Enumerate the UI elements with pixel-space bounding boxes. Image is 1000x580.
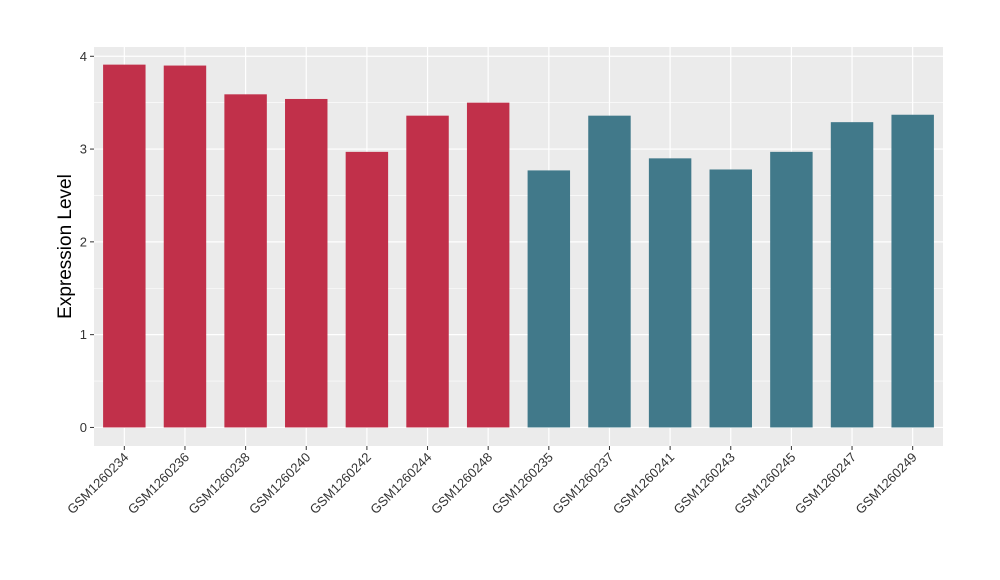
y-tick-label: 2	[80, 234, 87, 249]
y-tick-label: 4	[80, 49, 87, 64]
bar-GSM1260237	[588, 115, 631, 428]
x-tick-label: GSM1260241	[610, 450, 677, 517]
bars	[103, 64, 934, 428]
y-tick-label: 1	[80, 327, 87, 342]
x-tick-label: GSM1260244	[367, 450, 434, 517]
x-tick-label: GSM1260235	[489, 450, 556, 517]
bar-GSM1260248	[466, 102, 510, 428]
x-tick-label: GSM1260243	[671, 450, 738, 517]
y-tick-label: 3	[80, 142, 87, 157]
y-axis: 0 1 2 3 4	[80, 49, 94, 435]
x-tick-label: GSM1260236	[125, 450, 192, 517]
bar-GSM1260244	[406, 115, 449, 428]
bar-GSM1260240	[285, 98, 328, 428]
bar-GSM1260242	[345, 151, 389, 428]
x-tick-label: GSM1260242	[307, 450, 374, 517]
plot-panel	[94, 47, 943, 446]
x-tick-label: GSM1260237	[549, 450, 616, 517]
x-axis: GSM1260234GSM1260236GSM1260238GSM1260240…	[64, 446, 920, 517]
bar-GSM1260245	[770, 151, 813, 428]
x-tick-label: GSM1260249	[852, 450, 919, 517]
y-tick-label: 0	[80, 420, 87, 435]
bar-GSM1260236	[163, 65, 207, 428]
y-axis-title: Expression Level	[55, 174, 76, 319]
bar-GSM1260247	[830, 122, 874, 428]
bar-GSM1260238	[224, 94, 267, 428]
x-tick-label: GSM1260247	[792, 450, 859, 517]
x-tick-label: GSM1260245	[731, 450, 798, 517]
bar-GSM1260241	[648, 158, 692, 428]
bar-GSM1260249	[891, 114, 934, 428]
x-tick-label: GSM1260248	[428, 450, 495, 517]
bar-GSM1260243	[709, 169, 752, 428]
x-tick-label: GSM1260240	[246, 450, 313, 517]
bar-GSM1260235	[527, 170, 571, 428]
bar-GSM1260234	[103, 64, 146, 428]
x-tick-label: GSM1260234	[64, 450, 131, 517]
x-tick-label: GSM1260238	[185, 450, 252, 517]
